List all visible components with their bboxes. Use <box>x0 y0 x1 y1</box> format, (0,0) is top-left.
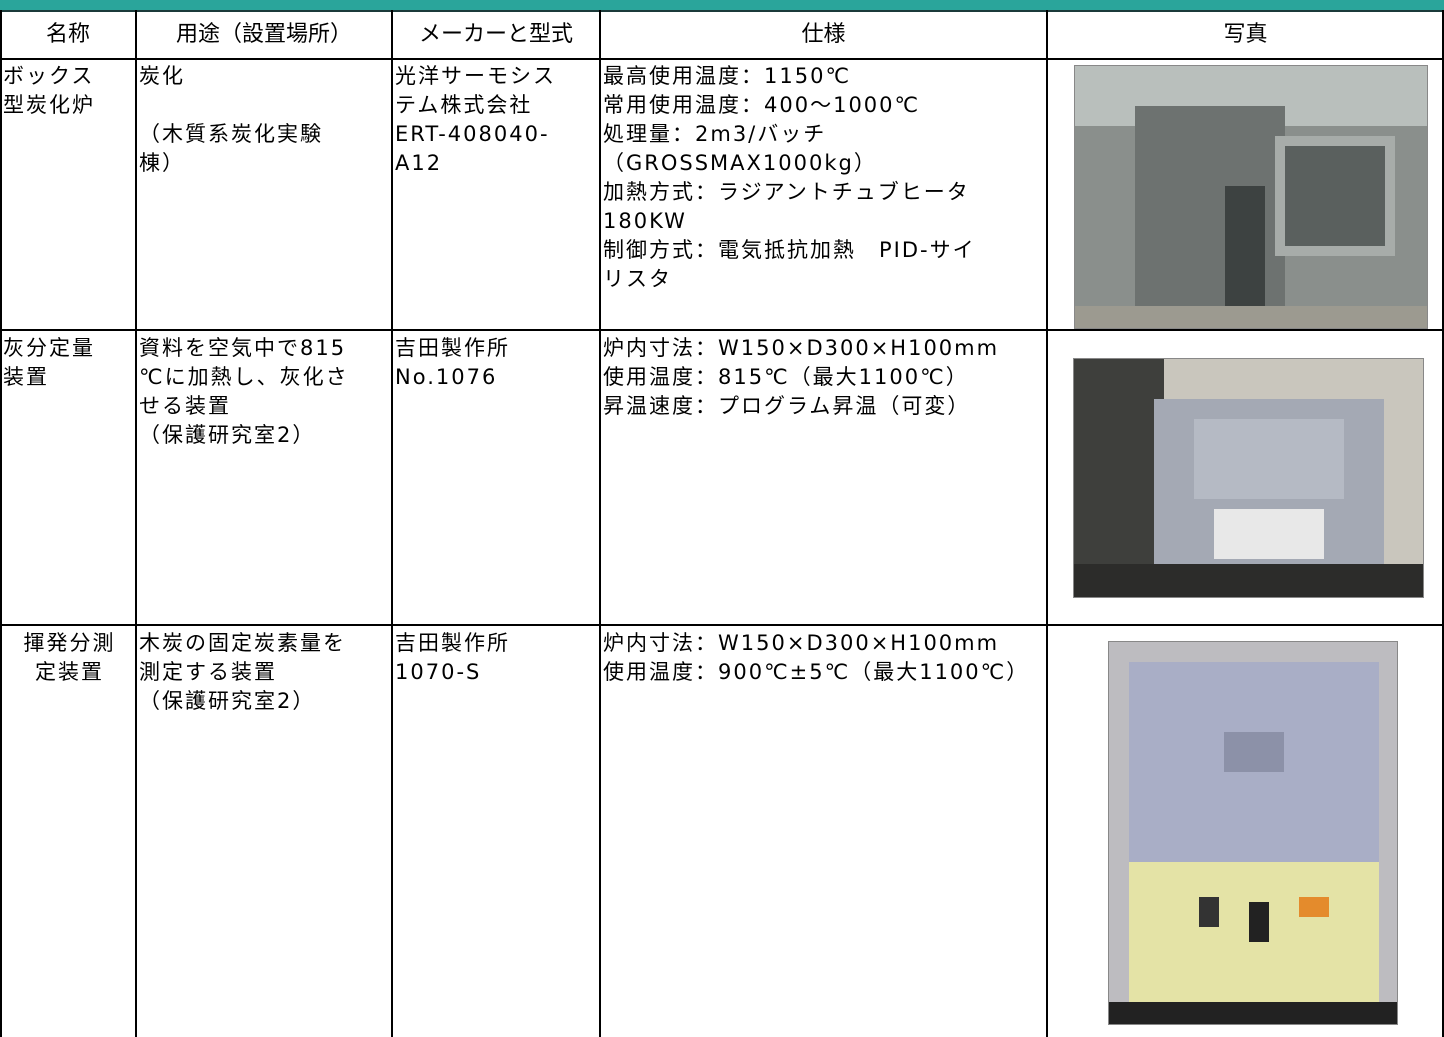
cell-line: 昇温速度：プログラム昇温（可変） <box>603 394 971 418</box>
top-bar <box>0 0 1444 12</box>
cell-line: 型炭化炉 <box>3 93 95 117</box>
table-cell: 炉内寸法：W150×D300×H100mm 使用温度：815℃（最大1100℃） 昇… <box>603 334 999 421</box>
cell-line: A12 <box>395 151 443 175</box>
cell-line: 吉田製作所 <box>395 336 510 360</box>
photo <box>1073 358 1424 598</box>
col-border <box>1046 10 1048 1037</box>
photo <box>1074 65 1428 329</box>
cell-line: 制御方式：電気抵抗加熱 PID-サイ <box>603 238 976 262</box>
cell-line: せる装置 <box>139 394 231 418</box>
cell-line: 180KW <box>603 209 687 233</box>
col-border <box>0 10 2 1037</box>
table-cell: ボックス 型炭化炉 <box>3 62 95 120</box>
cell-line: 装置 <box>3 365 49 389</box>
table-cell: 資料を空気中で815 ℃に加熱し、灰化さ せる装置 （保護研究室2） <box>139 334 349 450</box>
col-border <box>1442 10 1444 1037</box>
table-cell: 吉田製作所 1070-S <box>395 629 510 687</box>
table-cell: 灰分定量 装置 <box>3 334 95 392</box>
cell-line: 揮発分測 <box>23 631 116 655</box>
column-header: 名称 <box>45 22 90 47</box>
cell-line: 吉田製作所 <box>395 631 510 655</box>
table-cell: 炉内寸法：W150×D300×H100mm 使用温度：900℃±5℃（最大1100… <box>603 629 1029 687</box>
cell-line: 最高使用温度：1150℃ <box>603 64 852 88</box>
cell-line: 炉内寸法：W150×D300×H100mm <box>603 336 1000 360</box>
cell-line: （保護研究室2） <box>139 423 316 447</box>
cell-line: 棟） <box>139 151 185 175</box>
cell-line: 灰分定量 <box>3 336 95 360</box>
row-border <box>0 624 1444 626</box>
row-border <box>0 58 1444 60</box>
cell-line: リスタ <box>603 267 672 291</box>
cell-line: No.1076 <box>395 365 498 389</box>
table-cell: 吉田製作所 No.1076 <box>395 334 510 392</box>
col-border <box>135 10 137 1037</box>
col-border <box>599 10 601 1037</box>
cell-line: ボックス <box>3 64 95 88</box>
column-header: メーカーと型式 <box>418 22 573 47</box>
cell-line: （木質系炭化実験 <box>139 122 323 146</box>
table-cell: 光洋サーモシス テム株式会社 ERT-408040- A12 <box>395 62 556 178</box>
column-header: 用途（設置場所） <box>175 22 352 47</box>
cell-line: 使用温度：900℃±5℃（最大1100℃） <box>603 660 1030 684</box>
column-header: 仕様 <box>801 22 846 47</box>
cell-line: 木炭の固定炭素量を <box>139 631 346 655</box>
cell-line: 定装置 <box>35 660 104 684</box>
col-border <box>391 10 393 1037</box>
cell-line: テム株式会社 <box>395 93 533 117</box>
cell-line: 光洋サーモシス <box>395 64 556 88</box>
cell-line: 加熱方式：ラジアントチュブヒータ <box>603 180 970 204</box>
cell-line: ERT-408040- <box>395 122 550 146</box>
cell-line: 1070-S <box>395 660 482 684</box>
cell-line: 資料を空気中で815 <box>139 336 347 360</box>
cell-line: （GROSSMAX1000kg） <box>603 151 877 175</box>
photo <box>1108 641 1398 1025</box>
cell-line: 使用温度：815℃（最大1100℃） <box>603 365 969 389</box>
table-cell: 木炭の固定炭素量を 測定する装置 （保護研究室2） <box>139 629 346 716</box>
cell-line: 処理量：2m3/バッチ <box>603 122 827 146</box>
cell-line: ℃に加熱し、灰化さ <box>139 365 349 389</box>
table-cell: 揮発分測 定装置 <box>3 629 136 687</box>
row-border <box>0 329 1444 331</box>
table-cell: 炭化 （木質系炭化実験 棟） <box>139 62 323 178</box>
table-cell: 最高使用温度：1150℃ 常用使用温度：400～1000℃ 処理量：2m3/バッチ （… <box>603 62 976 294</box>
cell-line: 炭化 <box>139 64 185 88</box>
column-header: 写真 <box>1223 22 1268 47</box>
cell-line: 常用使用温度：400～1000℃ <box>603 93 921 117</box>
cell-line: 測定する装置 <box>139 660 277 684</box>
cell-line: 炉内寸法：W150×D300×H100mm <box>603 631 1000 655</box>
cell-line: （保護研究室2） <box>139 689 316 713</box>
